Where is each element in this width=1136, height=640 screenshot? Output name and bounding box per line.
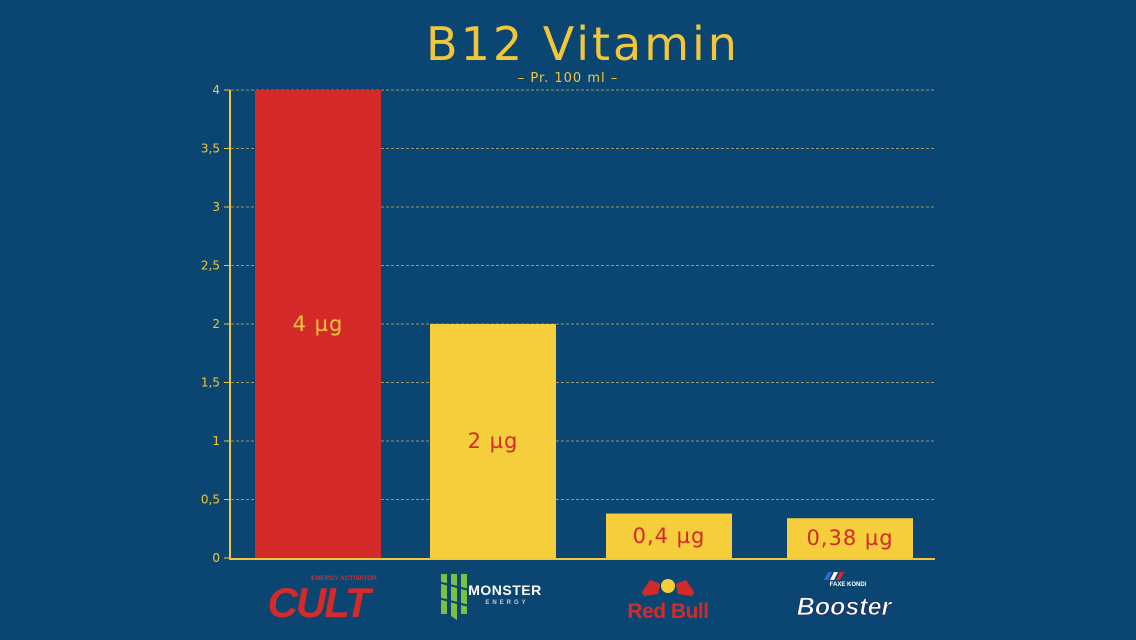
cult-logo-tagline: ENERGY ACTIVATOR [311, 575, 377, 582]
y-tick-label: 0,5 [201, 493, 220, 507]
y-axis-ticks: 0 0,5 1 1,5 2 2,5 3 3,5 4 [201, 83, 230, 565]
bar-booster [787, 518, 913, 558]
y-tick-label: 3 [212, 200, 220, 214]
y-tick-label: 4 [212, 83, 220, 97]
chart-subtitle: – Pr. 100 ml – [518, 71, 619, 86]
cult-logo: ENERGY ACTIVATOR CULT [268, 575, 378, 626]
y-tick-label: 1 [212, 434, 220, 448]
monster-claw-icon [437, 574, 470, 620]
data-label: 2 µg [468, 429, 519, 453]
data-label: 0,4 µg [633, 524, 706, 548]
bar-monster [430, 324, 556, 558]
booster-logo-tagline: FAXE KONDI [830, 582, 867, 588]
data-label: 4 µg [293, 312, 344, 336]
red-bull-bulls-icon [642, 579, 694, 596]
redbull-logo-wordmark: Red Bull [627, 600, 708, 623]
monster-logo-wordmark: MONSTER [468, 582, 542, 598]
bar-red-bull [606, 513, 732, 558]
y-tick-label: 2 [212, 317, 220, 331]
y-tick-label: 2,5 [201, 259, 220, 273]
booster-stripes-icon [824, 572, 844, 580]
monster-logo-tagline: ENERGY [485, 600, 528, 606]
redbull-logo: Red Bull [627, 579, 709, 623]
booster-logo: FAXE KONDI Booster [796, 572, 893, 621]
chart-title: B12 Vitamin [426, 17, 740, 71]
bar-cult [255, 90, 381, 558]
y-tick-label: 1,5 [201, 376, 220, 390]
bars [255, 90, 913, 558]
data-labels: 4 µg 2 µg 0,4 µg 0,38 µg [293, 312, 893, 550]
y-tick-label: 3,5 [201, 142, 220, 156]
data-label: 0,38 µg [806, 526, 893, 550]
monster-logo: MONSTER ENERGY [437, 574, 542, 620]
y-tick-label: 0 [212, 551, 220, 565]
booster-logo-wordmark: Booster [797, 593, 893, 621]
cult-logo-wordmark: CULT [268, 579, 374, 626]
